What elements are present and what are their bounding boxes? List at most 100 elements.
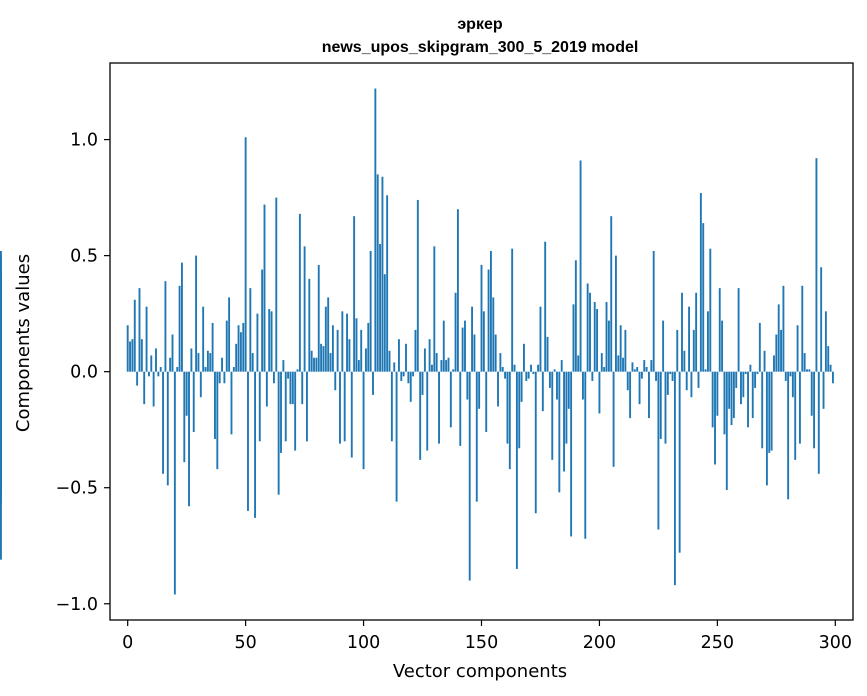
bar-component-145 xyxy=(468,371,471,581)
bar-component-26 xyxy=(188,371,190,507)
bar-component-156 xyxy=(494,334,497,372)
bar-component-206 xyxy=(612,371,615,467)
bar-component-115 xyxy=(398,339,400,372)
chart-title-line2: news_upos_skipgram_300_5_2019 model xyxy=(322,39,639,56)
bar-component-38 xyxy=(216,371,219,470)
bar-component-259 xyxy=(737,288,740,372)
bar-component-87 xyxy=(331,325,334,372)
y-axis-label: Components values xyxy=(13,254,34,432)
bar-component-129 xyxy=(431,364,433,372)
bar-component-187 xyxy=(567,371,570,409)
bar-component-128 xyxy=(428,339,431,372)
bar-component-17 xyxy=(166,371,169,486)
bar-component-251 xyxy=(718,288,721,372)
bar-component-50 xyxy=(244,137,247,372)
bar-component-287 xyxy=(803,353,806,372)
bar-component-167 xyxy=(520,371,523,402)
bar-component-11 xyxy=(152,371,155,407)
bar-component-235 xyxy=(681,292,683,372)
bar-component-294 xyxy=(820,267,823,372)
bar-component-113 xyxy=(393,362,396,372)
bar-component-39 xyxy=(218,371,221,384)
bar-component-244 xyxy=(702,223,705,372)
bar-component-114 xyxy=(395,371,398,502)
bar-component-173 xyxy=(534,371,537,514)
bar-component-30 xyxy=(197,353,200,372)
bar-component-283 xyxy=(794,371,797,460)
bar-component-108 xyxy=(381,176,384,372)
bar-component-170 xyxy=(527,371,530,379)
bar-component-202 xyxy=(603,367,606,372)
bar-component-93 xyxy=(346,313,348,372)
bar-component-32 xyxy=(202,306,205,372)
bar-component-46 xyxy=(235,343,238,372)
bar-component-101 xyxy=(364,348,367,372)
bar-component-136 xyxy=(447,357,450,372)
bar-component-269 xyxy=(761,371,764,449)
bar-component-218 xyxy=(640,371,643,379)
bar-component-225 xyxy=(657,371,660,530)
bar-component-78 xyxy=(310,350,313,372)
bar-component-undefined xyxy=(0,371,2,423)
bar-component-40 xyxy=(221,357,223,372)
bar-component-157 xyxy=(497,371,499,407)
bar-component-85 xyxy=(327,297,330,372)
bar-component-69 xyxy=(289,371,292,405)
bar-component-261 xyxy=(742,371,745,398)
bar-component-155 xyxy=(492,297,495,372)
bar-component-15 xyxy=(162,371,165,474)
bar-component-255 xyxy=(728,371,731,409)
bar-component-140 xyxy=(456,209,459,372)
bar-component-124 xyxy=(419,371,422,460)
bar-component-203 xyxy=(605,302,608,372)
bar-component-220 xyxy=(645,367,648,372)
bar-component-27 xyxy=(190,348,193,372)
bar-component-57 xyxy=(261,269,264,372)
bar-component-137 xyxy=(449,371,452,428)
bar-component-75 xyxy=(303,246,306,372)
bar-component-29 xyxy=(195,255,198,372)
bar-component-146 xyxy=(471,306,474,372)
bar-component-54 xyxy=(254,371,257,518)
bar-component-116 xyxy=(400,371,403,381)
x-tick-label: 150 xyxy=(465,633,498,653)
bar-component-222 xyxy=(650,360,653,372)
bar-component-227 xyxy=(662,320,665,372)
bar-component-292 xyxy=(815,158,818,372)
bar-component-21 xyxy=(176,367,179,372)
bar-component-6 xyxy=(140,339,143,372)
bar-component-291 xyxy=(813,371,816,449)
bar-component-279 xyxy=(784,371,787,381)
bar-component-138 xyxy=(452,369,455,372)
bar-component-147 xyxy=(473,334,476,372)
bar-component-43 xyxy=(228,297,231,372)
bar-component-299 xyxy=(832,371,834,384)
y-tick-label: −1.0 xyxy=(56,595,99,615)
bar-component-249 xyxy=(714,371,716,465)
bar-component-234 xyxy=(678,371,681,553)
bar-component-60 xyxy=(268,309,271,372)
bar-component-270 xyxy=(763,350,766,372)
bar-component-72 xyxy=(296,369,299,372)
bar-component-151 xyxy=(482,311,485,372)
bar-component-298 xyxy=(829,364,832,372)
bar-component-233 xyxy=(676,329,679,372)
bar-component-2 xyxy=(131,339,134,372)
x-tick-label: 0 xyxy=(122,633,133,653)
bar-component-194 xyxy=(584,371,587,539)
x-axis-label: Vector components xyxy=(393,661,567,682)
bar-component-123 xyxy=(416,199,419,372)
bar-component-5 xyxy=(138,288,141,372)
bar-component-102 xyxy=(367,322,370,372)
bar-component-275 xyxy=(775,334,778,372)
x-tick-label: 100 xyxy=(347,633,380,653)
bar-component-150 xyxy=(480,264,483,372)
bar-component-144 xyxy=(466,371,469,400)
bar-component-260 xyxy=(740,371,742,405)
bar-component-217 xyxy=(638,371,641,405)
x-tick-label: 200 xyxy=(583,633,616,653)
bar-component-184 xyxy=(560,360,563,372)
bar-component-112 xyxy=(390,371,393,442)
bar-component-273 xyxy=(770,371,773,451)
bar-component-166 xyxy=(518,371,521,449)
